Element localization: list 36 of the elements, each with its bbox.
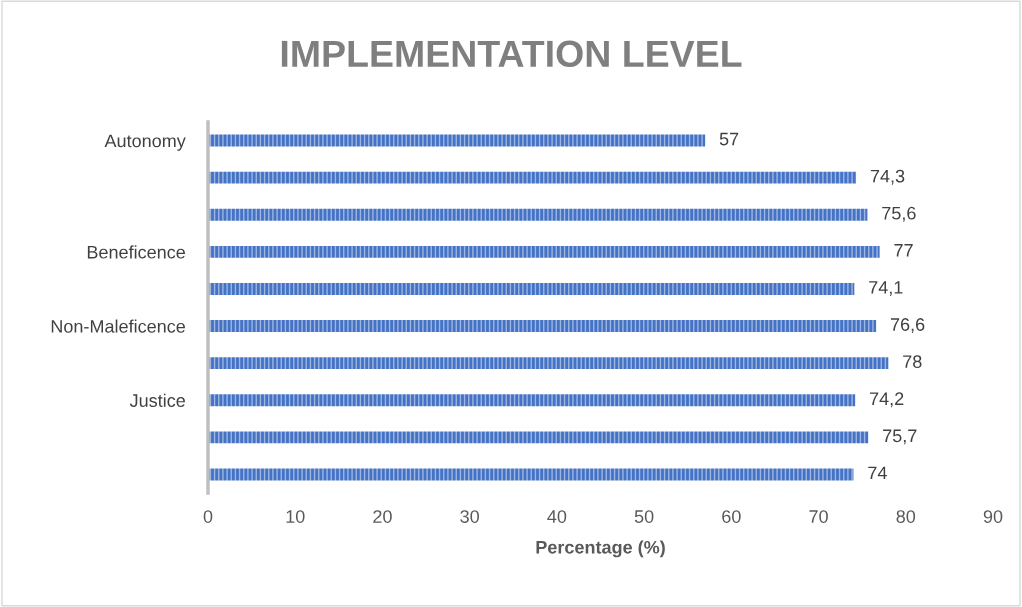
data-label: 78 <box>903 355 922 368</box>
x-tick-label: 30 <box>460 510 479 523</box>
bar <box>208 283 855 295</box>
data-label: 74 <box>868 466 887 480</box>
x-tick-label: 80 <box>896 510 916 523</box>
bar <box>208 357 889 370</box>
data-label: 74,3 <box>870 169 905 185</box>
data-label: 57 <box>719 132 739 146</box>
x-tick-label: 0 <box>203 510 213 523</box>
x-axis-title: Percentage (%) <box>536 540 665 558</box>
data-label: 77 <box>894 244 913 257</box>
x-tick-label: 90 <box>983 510 1003 523</box>
x-tick-label: 60 <box>722 510 741 523</box>
bar <box>208 134 706 147</box>
bar <box>208 171 857 184</box>
x-tick-label: 70 <box>809 510 828 523</box>
x-tick-label: 20 <box>373 510 392 523</box>
x-tick-label: 10 <box>286 510 305 523</box>
y-tick-label: Non-Maleficence <box>51 319 185 333</box>
data-label: 74,2 <box>870 392 904 408</box>
data-label: 74,1 <box>869 281 903 296</box>
chart-title: IMPLEMENTATION LEVEL <box>281 40 742 68</box>
x-tick-label: 40 <box>547 510 567 523</box>
x-tick-label: 50 <box>634 510 654 523</box>
data-label: 76,6 <box>890 318 925 334</box>
bar <box>208 394 856 407</box>
bar <box>208 245 880 258</box>
y-tick-label: Autonomy <box>104 134 186 151</box>
bar <box>208 468 854 481</box>
data-label: 75,6 <box>882 206 916 222</box>
y-tick-label: Justice <box>129 393 185 407</box>
bar <box>208 320 877 332</box>
bar <box>208 208 868 221</box>
data-label: 75,7 <box>883 429 917 445</box>
bar <box>208 431 869 444</box>
y-tick-label: Beneficence <box>87 245 185 259</box>
